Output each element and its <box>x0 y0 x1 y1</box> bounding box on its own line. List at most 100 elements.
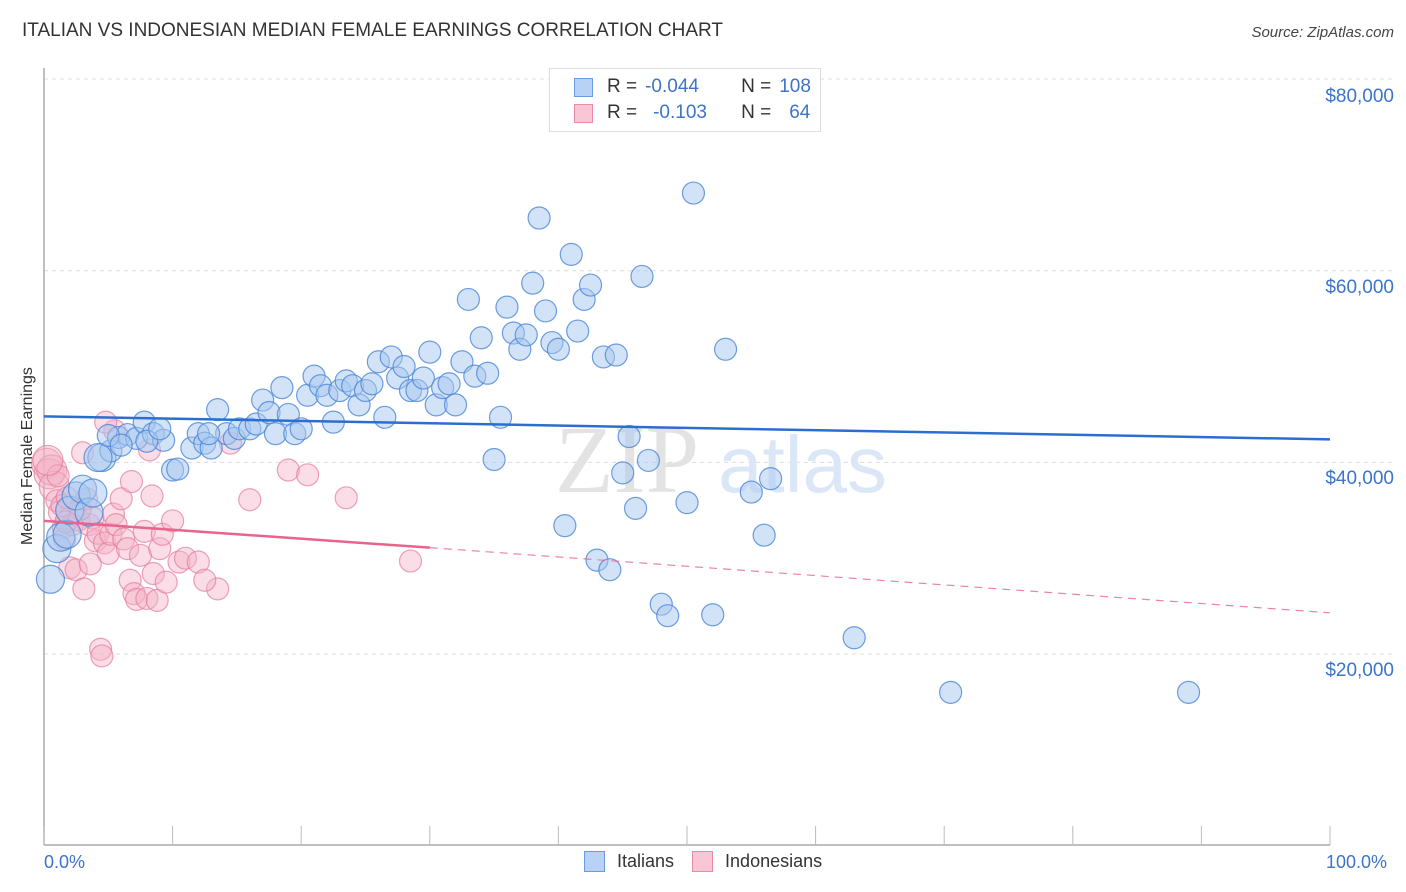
italians-point[interactable] <box>148 417 172 441</box>
indonesians-point[interactable] <box>109 487 133 511</box>
indonesians-point[interactable] <box>124 587 149 612</box>
indonesians-point[interactable] <box>122 582 146 606</box>
indonesians-point[interactable] <box>148 537 172 561</box>
italians-swatch-icon <box>574 77 593 97</box>
indonesians-point[interactable] <box>88 637 113 661</box>
watermark-zip: ZIP <box>555 406 699 513</box>
italians-point[interactable] <box>739 480 763 504</box>
indonesians-swatch-icon <box>692 851 714 872</box>
italians-point[interactable] <box>488 405 513 429</box>
indonesians-point[interactable] <box>115 537 140 561</box>
italians-point[interactable] <box>758 467 783 491</box>
italians-point[interactable] <box>681 181 706 205</box>
italians-point[interactable] <box>604 343 628 367</box>
italians-point[interactable] <box>939 680 963 704</box>
italians-point[interactable] <box>566 319 590 343</box>
indonesians-point[interactable] <box>132 519 156 543</box>
italians-point[interactable] <box>675 491 699 515</box>
indonesians-point[interactable] <box>118 568 142 592</box>
indonesians-point[interactable] <box>161 509 185 533</box>
indonesians-point[interactable] <box>128 543 153 567</box>
italians-point[interactable] <box>713 337 738 361</box>
italians-point[interactable] <box>553 514 577 538</box>
indonesians-point[interactable] <box>96 541 120 566</box>
indonesians-point[interactable] <box>206 577 230 601</box>
italians-point[interactable] <box>109 433 133 457</box>
italians-point[interactable] <box>206 398 230 422</box>
indonesians-point[interactable] <box>238 488 262 512</box>
italians-point[interactable] <box>578 273 603 297</box>
series-legend: Italians Indonesians <box>584 851 840 872</box>
italians-point[interactable] <box>78 478 108 508</box>
italians-point[interactable] <box>559 242 583 267</box>
italians-point[interactable] <box>476 361 500 385</box>
italians-point[interactable] <box>842 626 866 650</box>
indonesians-point[interactable] <box>112 527 136 551</box>
italians-point[interactable] <box>521 271 545 295</box>
italians-point[interactable] <box>533 299 558 323</box>
indonesians-point[interactable] <box>119 469 144 494</box>
italians-point[interactable] <box>197 422 221 446</box>
italians-point[interactable] <box>83 442 113 473</box>
legend-item-italians[interactable]: Italians <box>584 851 674 872</box>
italians-point[interactable] <box>636 448 661 473</box>
indonesians-point[interactable] <box>141 561 165 586</box>
italians-point[interactable] <box>360 372 384 396</box>
italians-point[interactable] <box>411 366 435 390</box>
italians-point[interactable] <box>443 393 468 417</box>
italians-point[interactable] <box>1176 680 1201 704</box>
gridlines <box>44 78 1392 655</box>
legend-row-italians: R = -0.044 N = 108 <box>574 74 811 100</box>
italians-point[interactable] <box>598 558 622 582</box>
indonesians-point[interactable] <box>167 550 191 574</box>
italians-point[interactable] <box>623 496 648 520</box>
italians-point[interactable] <box>270 376 294 400</box>
italians-point[interactable] <box>701 603 725 627</box>
italians-point[interactable] <box>656 604 680 628</box>
italians-point[interactable] <box>617 424 641 449</box>
italians-point[interactable] <box>495 295 519 319</box>
indonesians-trend-line <box>43 519 430 549</box>
italians-points <box>35 181 1201 704</box>
italians-point[interactable] <box>392 354 416 379</box>
italians-point[interactable] <box>482 447 506 472</box>
indonesians-point[interactable] <box>72 577 96 601</box>
italians-point[interactable] <box>611 461 635 485</box>
italians-trend-line <box>43 415 1331 441</box>
indonesians-point[interactable] <box>140 484 164 508</box>
legend-row-indonesians: R = -0.103 N = 64 <box>574 100 810 126</box>
italians-point[interactable] <box>514 323 538 347</box>
italians-point[interactable] <box>437 372 461 396</box>
indonesians-point[interactable] <box>173 546 198 570</box>
n-label: N = <box>741 102 772 123</box>
italians-point[interactable] <box>546 337 571 361</box>
italians-point[interactable] <box>166 457 190 481</box>
italians-point[interactable] <box>456 287 480 312</box>
italians-point[interactable] <box>373 405 397 429</box>
legend-label-indonesians: Indonesians <box>725 851 823 871</box>
italians-point[interactable] <box>418 340 442 364</box>
y-tick-20000: $20,000 <box>1325 660 1394 681</box>
indonesians-point[interactable] <box>398 549 423 573</box>
italians-point[interactable] <box>469 326 493 350</box>
italians-point[interactable] <box>35 564 66 594</box>
correlation-legend: R = -0.044 N = 108 R = -0.103 N = 64 <box>549 68 821 132</box>
italians-point[interactable] <box>752 523 776 547</box>
indonesians-point[interactable] <box>90 644 114 668</box>
indonesians-swatch-icon <box>574 103 593 123</box>
indonesians-point[interactable] <box>186 550 210 574</box>
italians-point[interactable] <box>527 206 551 230</box>
indonesians-point[interactable] <box>296 463 320 487</box>
indonesians-point[interactable] <box>276 458 300 482</box>
y-tick-80000: $80,000 <box>1325 86 1394 107</box>
italians-point[interactable] <box>630 264 654 289</box>
indonesians-point[interactable] <box>334 486 358 510</box>
italians-point[interactable] <box>289 417 313 441</box>
indonesians-point[interactable] <box>32 444 64 477</box>
n-value: 64 <box>789 102 811 123</box>
legend-item-indonesians[interactable]: Indonesians <box>692 851 822 872</box>
indonesians-point[interactable] <box>78 552 102 576</box>
indonesians-point[interactable] <box>154 570 178 594</box>
indonesians-trend-extension <box>429 547 1331 614</box>
indonesians-point[interactable] <box>193 568 217 592</box>
